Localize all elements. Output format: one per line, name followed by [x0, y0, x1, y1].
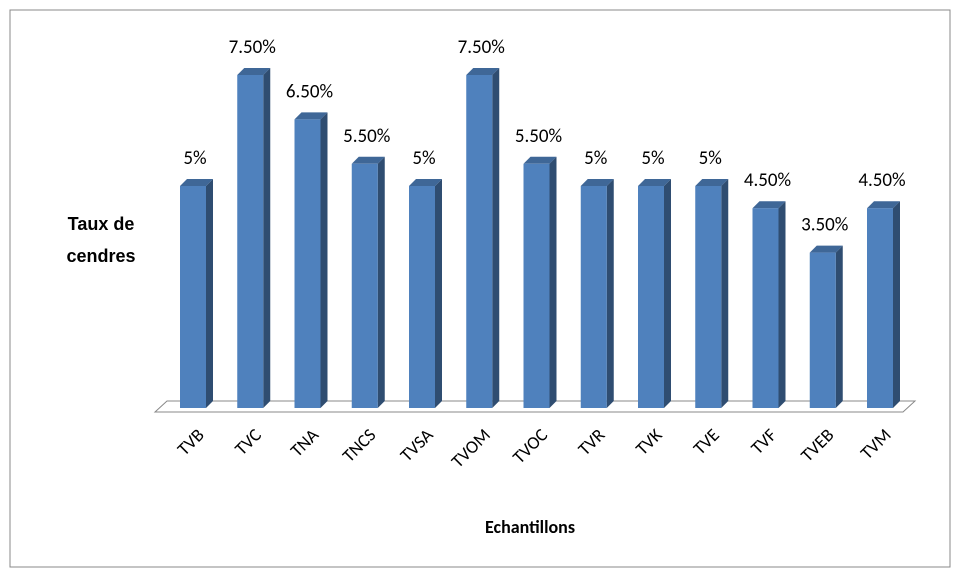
value-label: 4.50%: [858, 169, 905, 192]
value-label: 5%: [641, 147, 664, 170]
x-axis-title: Echantillons: [485, 516, 575, 538]
bar: [867, 201, 900, 408]
value-label: 5.50%: [343, 125, 390, 148]
bar: [237, 68, 271, 408]
bar: [466, 68, 500, 408]
value-label: 3.50%: [801, 214, 848, 237]
bar: [523, 156, 557, 408]
bar: [752, 201, 786, 408]
bar: [294, 112, 328, 409]
value-label: 5%: [699, 147, 722, 170]
bar: [809, 245, 843, 408]
value-label: 7.50%: [458, 36, 505, 59]
bar: [580, 179, 614, 408]
value-label: 5.50%: [515, 125, 562, 148]
y-axis-title: Taux de cendres: [66, 214, 136, 266]
value-label: 5%: [183, 147, 206, 170]
bar: [638, 179, 671, 408]
bar: [180, 179, 213, 408]
value-label: 5%: [412, 147, 435, 170]
value-label: 7.50%: [229, 36, 276, 59]
value-label: 6.50%: [286, 80, 333, 103]
bar: [695, 179, 729, 408]
value-label: 4.50%: [744, 169, 791, 192]
value-label: 5%: [584, 147, 607, 170]
bar: [351, 156, 385, 408]
bar: [409, 179, 442, 408]
